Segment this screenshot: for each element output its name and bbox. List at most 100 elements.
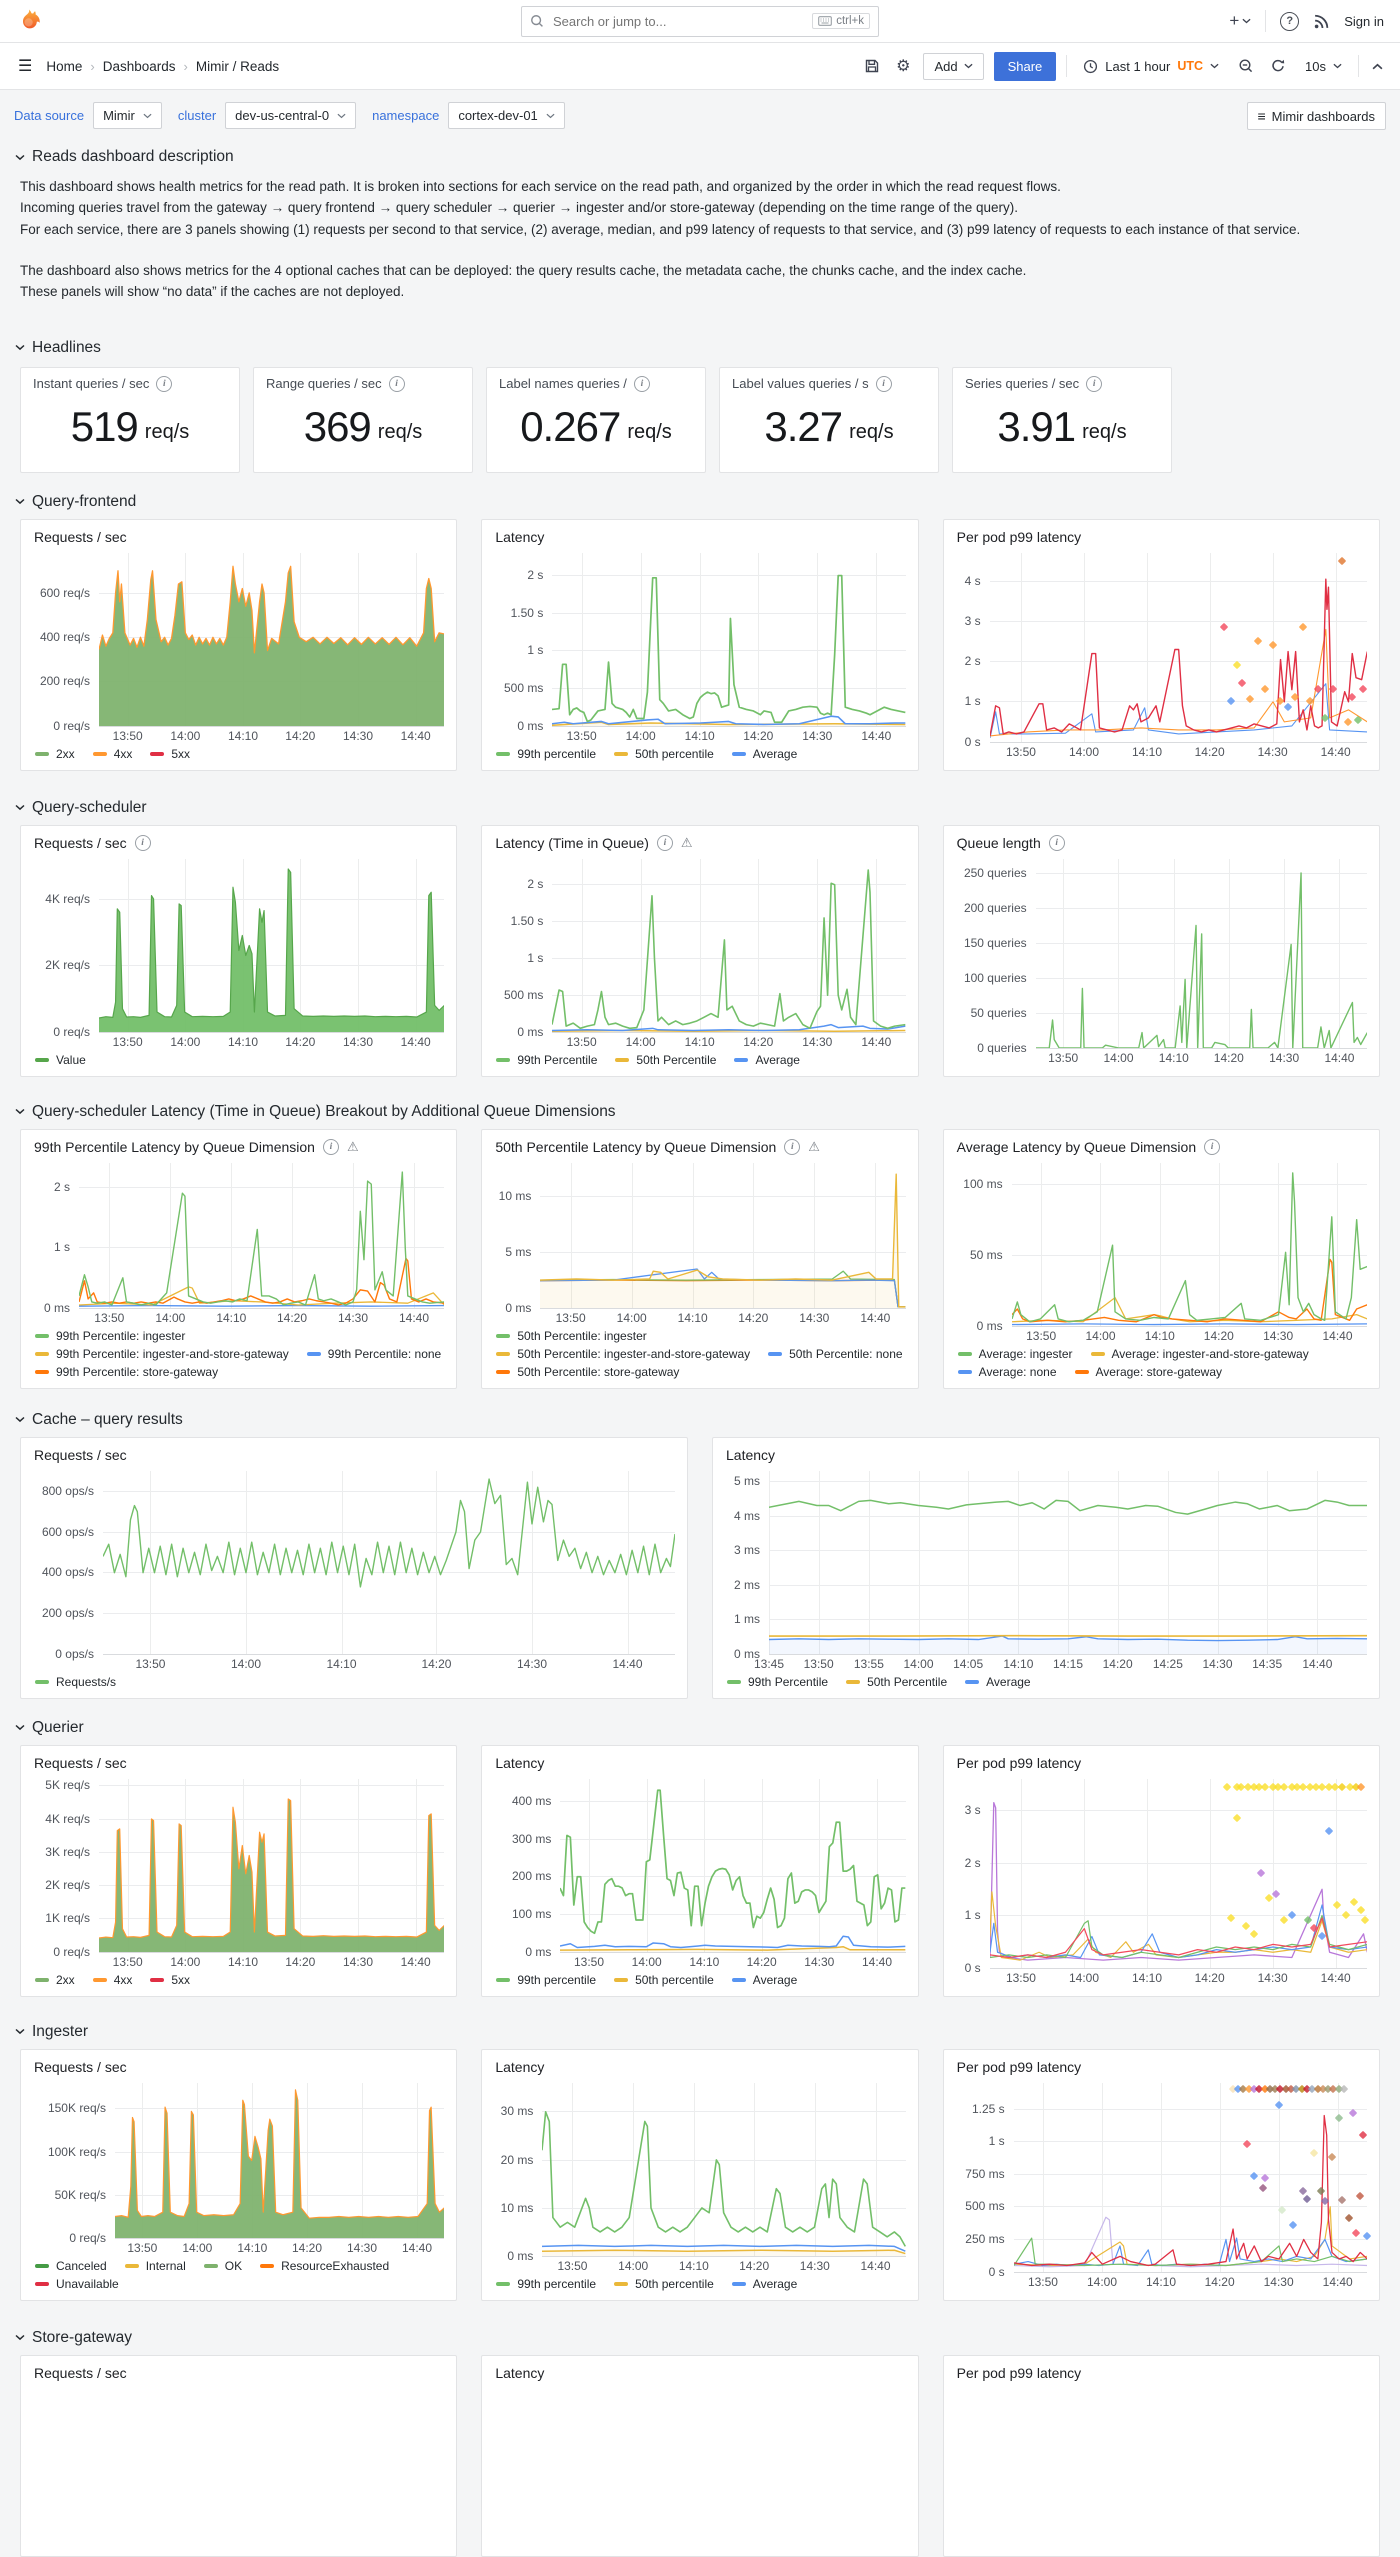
- legend-item[interactable]: Average: none: [957, 1365, 1057, 1379]
- share-button[interactable]: Share: [993, 51, 1057, 81]
- section-header-headlines[interactable]: Headlines: [0, 339, 1400, 357]
- panel-title[interactable]: Requests / sec: [21, 520, 456, 547]
- legend-item[interactable]: Average: [965, 1675, 1031, 1689]
- info-icon[interactable]: i: [134, 834, 151, 851]
- legend-item[interactable]: 2xx: [35, 1973, 75, 1987]
- variable-label[interactable]: namespace: [372, 108, 440, 123]
- chart-plot[interactable]: [542, 2082, 906, 2257]
- section-header-description[interactable]: Reads dashboard description: [0, 148, 1400, 166]
- collapse-toolbar-icon[interactable]: [1369, 60, 1386, 73]
- warning-icon[interactable]: ⚠: [346, 1139, 359, 1155]
- legend-item[interactable]: Average: [731, 2277, 797, 2291]
- legend-item[interactable]: 50th percentile: [614, 747, 714, 761]
- zoom-out-icon[interactable]: [1235, 55, 1257, 77]
- panel-title[interactable]: Latency: [482, 520, 917, 547]
- mimir-dashboards-button[interactable]: ≡ Mimir dashboards: [1246, 102, 1386, 130]
- legend-item[interactable]: 5xx: [150, 1973, 190, 1987]
- panel-title[interactable]: Latency (Time in Queue) i ⚠: [482, 826, 917, 853]
- panel-title[interactable]: 99th Percentile Latency by Queue Dimensi…: [21, 1130, 456, 1157]
- chart-plot[interactable]: [1013, 2082, 1372, 2273]
- legend-item[interactable]: 50th Percentile: [846, 1675, 947, 1689]
- time-range-picker[interactable]: Last 1 hour UTC: [1077, 55, 1225, 78]
- panel-title[interactable]: Requests / sec: [21, 2356, 456, 2383]
- panel-title[interactable]: Latency: [482, 2356, 917, 2383]
- variable-value-dropdown[interactable]: cortex-dev-01: [448, 102, 565, 129]
- legend-item[interactable]: Value: [35, 1053, 86, 1067]
- section-header-cache[interactable]: Cache – query results: [0, 1411, 1400, 1429]
- legend-item[interactable]: 50th Percentile: ingester-and-store-gate…: [496, 1347, 750, 1361]
- legend-item[interactable]: Canceled: [35, 2259, 107, 2273]
- chart-plot[interactable]: [99, 858, 445, 1033]
- panel-title[interactable]: Queue length i: [944, 826, 1379, 853]
- global-search[interactable]: ctrl+k: [521, 5, 879, 37]
- panel-title[interactable]: Average Latency by Queue Dimension i: [944, 1130, 1379, 1157]
- legend-item[interactable]: Average: ingester-and-store-gateway: [1090, 1347, 1309, 1361]
- legend-item[interactable]: 50th Percentile: [615, 1053, 716, 1067]
- chart-plot[interactable]: [552, 552, 906, 727]
- panel-title[interactable]: Per pod p99 latency: [944, 520, 1379, 547]
- legend-item[interactable]: ResourceExhausted: [260, 2259, 389, 2273]
- help-icon[interactable]: ?: [1280, 11, 1300, 31]
- warning-icon[interactable]: ⚠: [680, 835, 693, 851]
- info-icon[interactable]: i: [633, 375, 650, 392]
- chart-plot[interactable]: [540, 1162, 906, 1309]
- legend-item[interactable]: OK: [203, 2259, 242, 2273]
- section-header-store-gateway[interactable]: Store-gateway: [0, 2329, 1400, 2347]
- add-button[interactable]: Add: [923, 52, 984, 80]
- chart-plot[interactable]: [103, 1470, 675, 1655]
- news-icon[interactable]: [1313, 13, 1330, 30]
- legend-item[interactable]: 50th Percentile: ingester: [496, 1329, 647, 1343]
- variable-value-dropdown[interactable]: Mimir: [93, 102, 162, 129]
- legend-item[interactable]: 2xx: [35, 747, 75, 761]
- chart-plot[interactable]: [79, 1162, 445, 1309]
- warning-icon[interactable]: ⚠: [808, 1139, 820, 1155]
- legend-item[interactable]: 99th Percentile: store-gateway: [35, 1365, 218, 1379]
- panel-title[interactable]: 50th Percentile Latency by Queue Dimensi…: [482, 1130, 917, 1157]
- legend-item[interactable]: 99th Percentile: ingester-and-store-gate…: [35, 1347, 289, 1361]
- legend-item[interactable]: 5xx: [150, 747, 190, 761]
- panel-title[interactable]: Requests / sec: [21, 2050, 456, 2077]
- info-icon[interactable]: i: [1086, 375, 1103, 392]
- info-icon[interactable]: i: [656, 834, 673, 851]
- refresh-icon[interactable]: [1267, 55, 1289, 77]
- chart-plot[interactable]: [115, 2082, 445, 2239]
- chart-plot[interactable]: [989, 1778, 1370, 1969]
- legend-item[interactable]: 99th Percentile: ingester: [35, 1329, 185, 1343]
- panel-title[interactable]: Latency: [482, 2050, 917, 2077]
- legend-item[interactable]: Average: ingester: [957, 1347, 1073, 1361]
- variable-label[interactable]: cluster: [177, 108, 217, 123]
- legend-item[interactable]: 4xx: [92, 1973, 132, 1987]
- settings-icon[interactable]: ⚙: [893, 53, 913, 79]
- variable-value-dropdown[interactable]: dev-us-central-0: [225, 102, 357, 129]
- new-menu-button[interactable]: +: [1229, 11, 1251, 31]
- breadcrumb-home[interactable]: Home: [46, 58, 83, 74]
- legend-item[interactable]: 50th percentile: [614, 1973, 714, 1987]
- legend-item[interactable]: 50th Percentile: none: [768, 1347, 903, 1361]
- refresh-interval-picker[interactable]: 10s: [1299, 55, 1348, 78]
- legend-item[interactable]: 99th Percentile: [496, 1053, 597, 1067]
- chart-plot[interactable]: [560, 1778, 906, 1953]
- chart-plot[interactable]: [99, 1778, 445, 1953]
- legend-item[interactable]: Unavailable: [35, 2277, 119, 2291]
- info-icon[interactable]: i: [784, 1138, 801, 1155]
- info-icon[interactable]: i: [156, 375, 173, 392]
- breadcrumb-dashboards[interactable]: Dashboards: [102, 58, 176, 74]
- chart-plot[interactable]: [1035, 858, 1367, 1049]
- info-icon[interactable]: i: [1204, 1138, 1221, 1155]
- chart-plot[interactable]: [99, 552, 445, 727]
- legend-item[interactable]: 4xx: [92, 747, 132, 761]
- info-icon[interactable]: i: [322, 1138, 339, 1155]
- menu-icon[interactable]: ☰: [18, 58, 33, 75]
- chart-plot[interactable]: [552, 858, 906, 1033]
- sign-in-link[interactable]: Sign in: [1344, 13, 1384, 29]
- legend-item[interactable]: Average: store-gateway: [1074, 1365, 1222, 1379]
- chart-plot[interactable]: [1011, 1162, 1367, 1327]
- panel-title[interactable]: Latency: [482, 1746, 917, 1773]
- legend-item[interactable]: 99th Percentile: [727, 1675, 828, 1689]
- variable-label[interactable]: Data source: [14, 108, 85, 123]
- legend-item[interactable]: Average: [734, 1053, 800, 1067]
- section-header-querier[interactable]: Querier: [0, 1719, 1400, 1737]
- panel-title[interactable]: Requests / sec i: [21, 826, 456, 853]
- info-icon[interactable]: i: [388, 375, 405, 392]
- panel-title[interactable]: Requests / sec: [21, 1746, 456, 1773]
